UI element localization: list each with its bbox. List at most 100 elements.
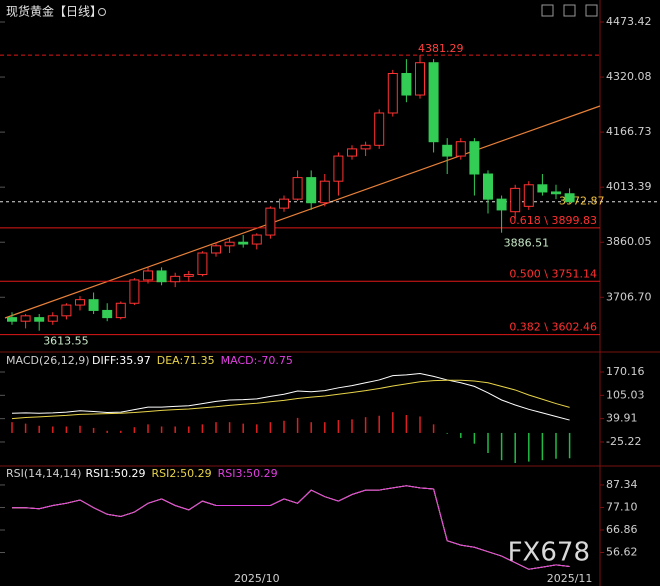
candle-body — [75, 299, 85, 306]
macd-bar — [188, 426, 190, 433]
macd-bar — [38, 425, 40, 433]
legend-entry: DEA:71.35 — [157, 354, 215, 367]
macd-bar — [201, 424, 204, 433]
macd-bar — [228, 422, 231, 433]
macd-bar — [283, 420, 285, 433]
macd-bar — [514, 432, 516, 464]
y-tick-label: 4320.08 — [606, 70, 652, 83]
x-tick-label: 2025/11 — [547, 572, 593, 585]
y-tick-label: -25.22 — [606, 435, 641, 448]
candle-body — [428, 62, 439, 143]
rsi-line — [12, 485, 570, 570]
macd-bar — [432, 424, 435, 433]
macd-bar — [460, 432, 462, 438]
candle-body — [387, 72, 398, 114]
candle-body — [34, 317, 45, 322]
panel-title: RSI(14,14,14) — [6, 467, 81, 480]
y-tick-label: 4013.39 — [606, 180, 652, 193]
candle-body — [374, 112, 385, 146]
candle-body — [265, 207, 276, 236]
candle-body — [347, 148, 357, 157]
macd-bar — [296, 417, 299, 433]
macd-bar — [92, 427, 95, 433]
candle-body — [61, 304, 72, 317]
macd-bar — [324, 422, 326, 433]
candle-body — [455, 141, 466, 157]
macd-bar — [528, 432, 530, 462]
window-icons — [541, 4, 598, 17]
macd-bar — [500, 432, 503, 461]
macd-bar — [52, 426, 54, 433]
candle-body — [251, 234, 262, 245]
candle-body — [224, 241, 235, 247]
macd-bar — [392, 412, 394, 433]
candle-body — [292, 177, 303, 200]
candle-body — [211, 245, 221, 254]
macd-bar — [555, 432, 557, 459]
macd-bar — [106, 430, 108, 433]
macd-bar — [215, 422, 217, 433]
trend-line — [4, 105, 601, 319]
chart-title: 现货黄金【日线】 — [6, 4, 102, 19]
macd-bar — [174, 426, 176, 433]
candle-body — [238, 241, 249, 245]
candle-body — [47, 315, 58, 322]
icon[interactable] — [563, 4, 576, 17]
candle-body — [333, 155, 344, 182]
candle-body — [442, 144, 453, 157]
macd-bar — [160, 426, 163, 433]
low-label: 3886.51 — [504, 237, 549, 250]
candle-body — [319, 180, 330, 204]
macd-bar — [405, 415, 408, 433]
x-tick-label: 2025/10 — [234, 572, 280, 585]
candle-body — [564, 193, 575, 203]
macd-bar — [487, 432, 489, 454]
settings-icon[interactable] — [98, 8, 106, 16]
icon[interactable] — [541, 4, 554, 17]
macd-bar — [147, 424, 149, 433]
candle-body — [170, 275, 181, 283]
candle-body — [20, 315, 31, 322]
candle-body — [88, 299, 99, 311]
candle-body — [496, 198, 507, 211]
macd-bar — [419, 416, 421, 433]
y-tick-label: 4166.73 — [606, 125, 652, 138]
macd-bar — [351, 419, 353, 433]
level-label: 0.618 \ 3899.83 — [509, 214, 597, 227]
macd-bar — [364, 417, 367, 433]
candle-body — [523, 184, 534, 207]
candle-body — [483, 173, 493, 200]
max-label: 4381.29 — [418, 42, 464, 55]
candle-body — [129, 279, 140, 304]
candle-body — [156, 270, 167, 283]
y-tick-label: 170.16 — [606, 365, 645, 378]
macd-bar — [256, 424, 258, 433]
candle-body — [306, 177, 317, 204]
candle-body — [401, 72, 412, 96]
y-tick-label: 3706.70 — [606, 290, 652, 303]
legend-entry: RSI3:50.29 — [218, 467, 278, 480]
y-tick-label: 39.91 — [606, 412, 638, 425]
legend-entry: MACD:-70.75 — [221, 354, 293, 367]
macd-bar — [473, 432, 476, 444]
macd-bar — [269, 422, 272, 433]
legend-entry: RSI1:50.29 — [85, 467, 145, 480]
panel-title: MACD(26,12,9) — [6, 354, 90, 367]
y-tick-label: 56.62 — [606, 546, 638, 559]
y-tick-label: 66.86 — [606, 523, 638, 536]
macd-bar — [541, 432, 544, 461]
macd-bar — [120, 430, 122, 433]
y-tick-label: 3860.05 — [606, 235, 652, 248]
macd-bar — [446, 432, 448, 434]
icon[interactable] — [585, 4, 598, 17]
candle-body — [279, 198, 289, 209]
y-tick-label: 87.34 — [606, 478, 638, 491]
y-tick-label: 4473.42 — [606, 15, 652, 28]
candle-body — [7, 317, 17, 322]
candle-body — [537, 184, 548, 193]
candle-body — [360, 144, 371, 150]
candle-body — [510, 187, 521, 213]
